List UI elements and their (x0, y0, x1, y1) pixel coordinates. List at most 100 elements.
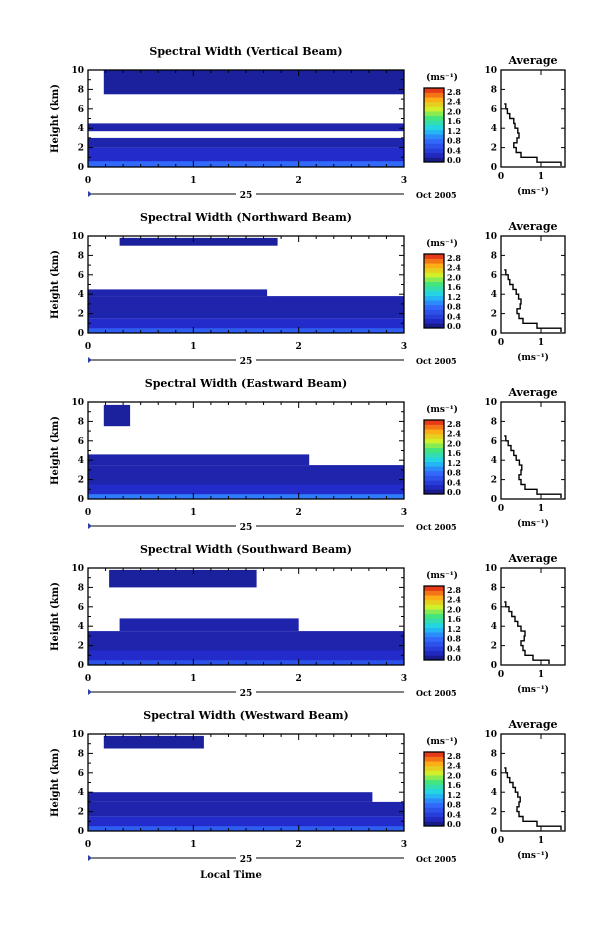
date-label-bg (236, 188, 256, 200)
colorbar-swatch (424, 134, 444, 140)
y-tick-label: 8 (78, 251, 84, 261)
colorbar-swatch (424, 765, 444, 771)
colorbar-swatch (424, 323, 444, 329)
colorbar-swatch (424, 798, 444, 804)
date-marker (88, 357, 92, 363)
colorbar-swatch (424, 655, 444, 661)
y-tick-label: 4 (78, 124, 84, 134)
colorbar-swatch (424, 609, 444, 615)
profile-y-tick-label: 6 (491, 105, 497, 115)
profile-x-tick-label: 0 (498, 670, 504, 680)
colorbar-swatch (424, 309, 444, 315)
colorbar-tick-label: 0.8 (447, 468, 461, 478)
colorbar-swatch (424, 286, 444, 292)
colorbar-unit: (ms⁻¹) (426, 570, 458, 581)
y-tick-label: 8 (78, 417, 84, 427)
profile-series (504, 767, 562, 830)
colorbar-swatch (424, 646, 444, 652)
profile-x-tick-label: 1 (538, 670, 544, 680)
month-label: Oct 2005 (416, 356, 457, 366)
y-tick-label: 6 (78, 105, 84, 115)
colorbar-tick-label: 0.0 (447, 487, 461, 497)
colorbar-unit: (ms⁻¹) (426, 404, 458, 415)
x-tick-label: 3 (401, 176, 407, 186)
colorbar-tick-label: 1.6 (447, 780, 461, 790)
x-tick-label: 2 (296, 674, 302, 684)
profile-y-tick-label: 8 (491, 583, 497, 593)
date-marker (88, 191, 92, 197)
colorbar: 2.82.42.01.61.20.80.40.0 (ms⁻¹) (423, 72, 461, 165)
month-label: Oct 2005 (416, 522, 457, 532)
colorbar-swatch (424, 784, 444, 790)
colorbar-tick-label: 2.0 (447, 272, 461, 282)
colorbar-swatch (424, 88, 444, 93)
heatmap-cell (103, 404, 131, 427)
profile-y-tick-label: 8 (491, 417, 497, 427)
date-label-bg (236, 520, 256, 532)
y-tick-label: 0 (78, 827, 84, 837)
month-label: Oct 2005 (416, 688, 457, 698)
colorbar-swatch (424, 447, 444, 453)
panel-title: Spectral Width (Westward Beam) (143, 709, 348, 722)
profile-y-tick-label: 8 (491, 251, 497, 261)
colorbar-swatch (424, 438, 444, 444)
colorbar-swatch (424, 793, 444, 799)
y-tick-label: 4 (78, 456, 84, 466)
colorbar-swatch (424, 254, 444, 259)
y-tick-label: 2 (78, 144, 84, 154)
profile-frame (500, 567, 566, 666)
colorbar-swatch (424, 632, 444, 638)
average-profile-line (504, 103, 562, 166)
profile-y-tick-label: 4 (491, 290, 497, 300)
profile-y-tick-label: 10 (484, 730, 497, 740)
profile-y-tick-label: 0 (491, 329, 497, 339)
colorbar-swatch (424, 816, 444, 822)
colorbar-tick-label: 0.4 (447, 311, 461, 321)
x-tick-label: 2 (296, 342, 302, 352)
colorbar-swatch (424, 429, 444, 435)
profile-y-tick-label: 6 (491, 769, 497, 779)
colorbar-swatch (424, 613, 444, 619)
colorbar-tick-label: 0.4 (447, 809, 461, 819)
profile-frame (500, 69, 566, 168)
x-tick-label: 0 (85, 342, 91, 352)
date-label-bg (236, 686, 256, 698)
x-tick-label: 0 (85, 674, 91, 684)
colorbar-frame (423, 751, 445, 827)
y-tick-label: 0 (78, 661, 84, 671)
colorbar-swatch (424, 272, 444, 278)
colorbar-frame (423, 87, 445, 163)
heatmap-cell (88, 454, 310, 466)
colorbar-swatch (424, 475, 444, 481)
y-tick-label: 2 (78, 310, 84, 320)
profile-x-tick-label: 1 (538, 504, 544, 514)
profile-series (504, 601, 550, 664)
x-tick-label: 2 (296, 840, 302, 850)
colorbar-tick-label: 1.2 (447, 790, 461, 800)
date-label: 25 (240, 191, 253, 201)
colorbar-swatch (424, 770, 444, 776)
profile-x-axis-label: (ms⁻¹) (517, 518, 549, 529)
colorbar: 2.82.42.01.61.20.80.40.0 (ms⁻¹) (423, 570, 461, 663)
colorbar-swatch (424, 789, 444, 794)
profile-y-tick-label: 4 (491, 456, 497, 466)
profile-y-tick-label: 6 (491, 437, 497, 447)
x-tick-label: 3 (401, 674, 407, 684)
y-tick-label: 8 (78, 749, 84, 759)
heatmap-cell (88, 137, 404, 148)
colorbar-swatch (424, 623, 444, 628)
x-tick-label: 1 (190, 508, 196, 518)
colorbar-swatch (424, 461, 444, 467)
profile-y-tick-label: 2 (491, 476, 497, 486)
colorbar-swatch (424, 590, 444, 596)
colorbar-swatch (424, 752, 444, 757)
y-tick-label: 0 (78, 495, 84, 505)
heatmap-cell (88, 792, 373, 802)
colorbar-tick-label: 0.4 (447, 145, 461, 155)
profile-x-tick-label: 1 (538, 836, 544, 846)
profile-plot: Average 0 2 4 6 8 10 0 1 (ms⁻¹) (484, 552, 566, 695)
x-tick-label: 2 (296, 508, 302, 518)
colorbar-swatch (424, 586, 444, 591)
